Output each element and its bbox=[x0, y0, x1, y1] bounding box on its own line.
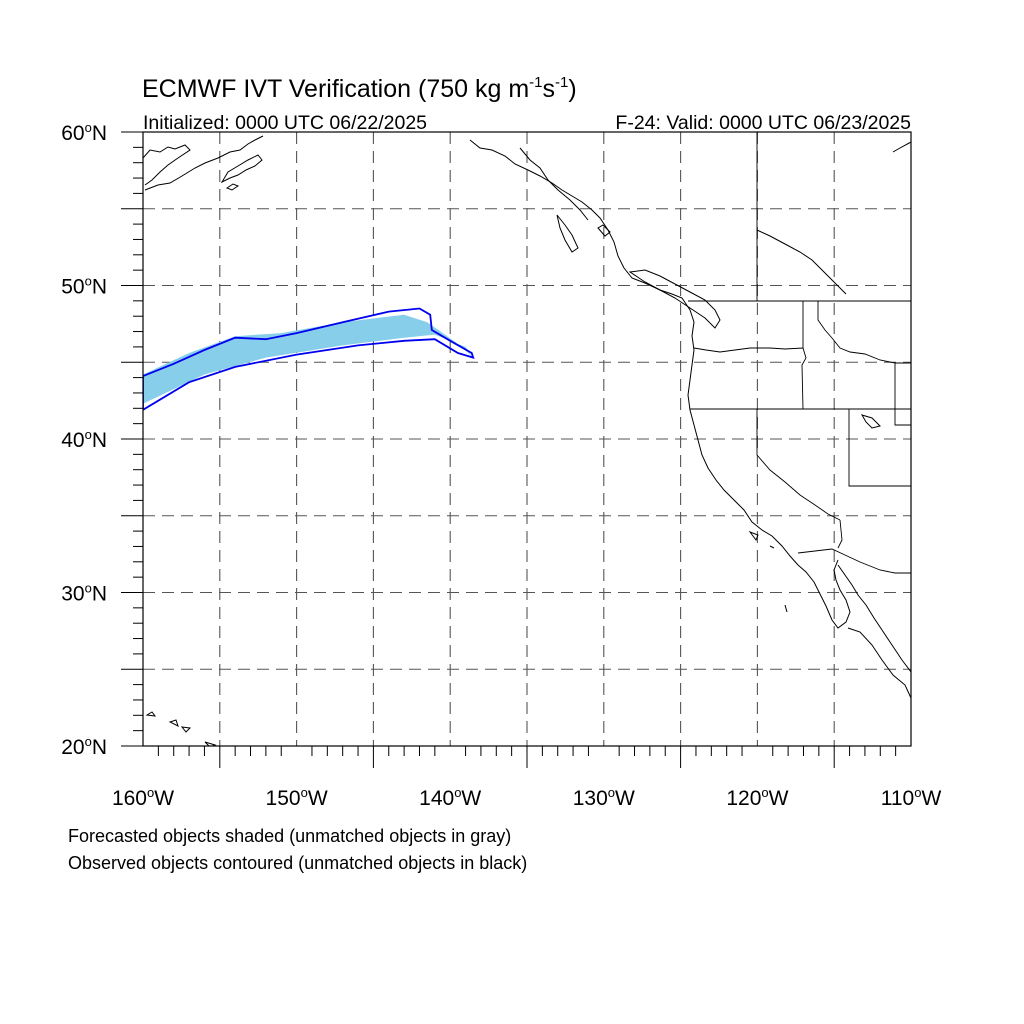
valid-label: F-24: Valid: 0000 UTC 06/23/2025 bbox=[615, 112, 911, 134]
graticule bbox=[121, 131, 911, 768]
lon-label: 120oW bbox=[726, 785, 788, 810]
forecast-object-shading bbox=[143, 314, 472, 404]
political-borders bbox=[688, 132, 911, 574]
legend-note-observed: Observed objects contoured (unmatched ob… bbox=[68, 853, 528, 873]
lat-label: 40oN bbox=[61, 427, 107, 452]
axis-labels: 60oN 50oN 40oN 30oN 20oN 160oW 150oW 140oW 130oW… bbox=[61, 120, 941, 810]
legend-note-forecast: Forecasted objects shaded (unmatched obj… bbox=[68, 826, 512, 846]
lat-label: 60oN bbox=[61, 120, 107, 145]
lat-label: 30oN bbox=[61, 581, 107, 606]
lon-label: 140oW bbox=[419, 785, 481, 810]
lon-label: 160oW bbox=[112, 785, 174, 810]
lat-label: 20oN bbox=[61, 734, 107, 759]
observed-object-contour bbox=[143, 307, 475, 411]
lon-label: 110oW bbox=[881, 785, 942, 810]
coastlines bbox=[143, 135, 911, 746]
lon-label: 130oW bbox=[573, 785, 635, 810]
map-frame bbox=[142, 131, 912, 747]
map-title: ECMWF IVT Verification (750 kg m-1s-1) bbox=[142, 74, 577, 103]
initialized-label: Initialized: 0000 UTC 06/22/2025 bbox=[143, 112, 427, 134]
lon-label: 150oW bbox=[266, 785, 328, 810]
lat-label: 50oN bbox=[61, 274, 107, 299]
